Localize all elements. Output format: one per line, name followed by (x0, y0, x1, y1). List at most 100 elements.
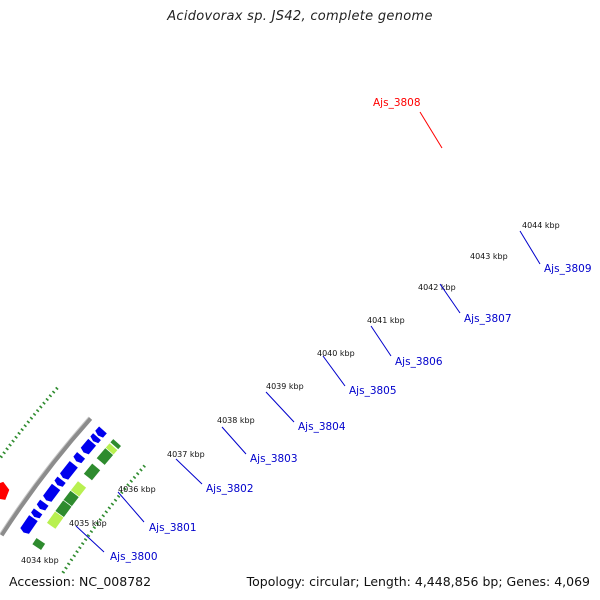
reverse-cds (31, 537, 46, 551)
gene-label: Ajs_3805 (349, 385, 397, 397)
kbp-label: 4035 kbp (69, 519, 107, 528)
inner-tick (72, 554, 77, 558)
outer-tick (42, 401, 46, 405)
inner-tick (83, 537, 88, 542)
inner-tick (110, 502, 115, 506)
forward-cds (72, 451, 86, 464)
outer-tick (0, 455, 3, 459)
outer-tick (8, 443, 12, 447)
inner-tick (113, 498, 118, 502)
outer-tick (17, 431, 21, 436)
inner-tick (64, 566, 68, 570)
label-leader-line (221, 426, 247, 455)
kbp-label: 4043 kbp (470, 252, 508, 261)
forward-cds (59, 460, 79, 481)
inner-tick (126, 483, 130, 487)
gene-label: Ajs_3809 (544, 263, 592, 275)
inner-tick (142, 464, 146, 468)
inner-tick (135, 472, 140, 476)
outer-tick (35, 409, 40, 413)
outer-tick (26, 420, 31, 424)
outer-tick (45, 397, 49, 402)
backbone-shadow (0, 416, 90, 535)
forward-cds (53, 475, 67, 488)
gene-label: Ajs_3801 (149, 522, 197, 534)
outer-tick (32, 412, 37, 417)
gene-label: Ajs_3800 (110, 551, 158, 563)
genome-stats-text: Topology: circular; Length: 4,448,856 bp… (246, 574, 590, 589)
forward-cds (36, 498, 50, 512)
forward-cds (30, 507, 44, 520)
label-leader-line (439, 283, 461, 314)
inner-tick (107, 506, 112, 510)
kbp-label: 4036 kbp (118, 485, 156, 494)
inner-tick (95, 522, 100, 526)
label-leader-line (519, 230, 541, 265)
gene-label: Ajs_3806 (395, 356, 443, 368)
genome-backbone (0, 416, 93, 537)
inner-tick (123, 487, 127, 491)
kbp-label: 4039 kbp (266, 382, 304, 391)
inner-tick (61, 570, 66, 574)
tick-marks (0, 386, 146, 574)
reverse-cds (83, 462, 102, 482)
inner-tick (86, 533, 91, 538)
kbp-label: 4040 kbp (317, 349, 355, 358)
forward-cds (19, 514, 39, 535)
inner-tick (75, 550, 79, 554)
kbp-label: 4044 kbp (522, 221, 560, 230)
highlight-cds (0, 481, 10, 500)
map-title: Acidovorax sp. JS42, complete genome (167, 9, 433, 24)
kbp-label: 4038 kbp (217, 416, 255, 425)
outer-tick (48, 394, 53, 398)
inner-tick (66, 562, 71, 566)
inner-tick (92, 525, 97, 530)
label-leader-line (322, 355, 346, 387)
accession-text: Accession: NC_008782 (9, 574, 152, 589)
gene-label: Ajs_3807 (464, 313, 512, 325)
inner-tick (89, 529, 94, 534)
outer-tick (2, 451, 6, 455)
label-leader-line (75, 525, 105, 553)
forward-cds (42, 482, 62, 503)
forward-cds (89, 432, 102, 444)
inner-tick (116, 494, 121, 499)
kbp-label: 4037 kbp (167, 450, 205, 459)
gene-label: Ajs_3804 (298, 421, 346, 433)
outer-tick (51, 390, 56, 394)
reverse-cds (46, 510, 65, 530)
inner-tick (104, 510, 109, 514)
outer-tick (14, 435, 18, 439)
kbp-label: 4041 kbp (367, 316, 405, 325)
outer-tick (20, 427, 24, 432)
inner-tick (139, 468, 143, 472)
kbp-label: 4042 kbp (418, 283, 456, 292)
gene-labels: Ajs_3800 Ajs_3801 Ajs_3802 Ajs_3803 Ajs_3804… (75, 97, 592, 563)
inner-tick (78, 546, 82, 550)
gene-label: Ajs_3802 (206, 483, 254, 495)
backbone-arc (0, 416, 93, 537)
kbp-labels: 4034 kbp 4035 kbp 4036 kbp 4037 kbp 4038 kbp… (21, 221, 560, 565)
outer-tick (55, 386, 59, 391)
gene-label: Ajs_3803 (250, 453, 298, 465)
forward-cds (94, 425, 108, 439)
outer-tick (23, 424, 27, 428)
inner-tick (69, 558, 74, 562)
inner-tick (80, 542, 85, 546)
outer-tick (11, 439, 15, 443)
gene-label: Ajs_3808 (373, 97, 421, 109)
inner-tick (98, 518, 103, 522)
reverse-cds (95, 447, 114, 466)
outer-tick (29, 416, 34, 420)
gene-features (0, 425, 122, 551)
label-leader-line (175, 458, 203, 485)
inner-tick (129, 479, 133, 483)
inner-tick (119, 490, 124, 495)
label-leader-line (419, 111, 443, 149)
inner-tick (101, 514, 106, 518)
kbp-label: 4034 kbp (21, 556, 59, 565)
label-leader-line (265, 391, 295, 423)
reverse-cds (109, 438, 122, 450)
